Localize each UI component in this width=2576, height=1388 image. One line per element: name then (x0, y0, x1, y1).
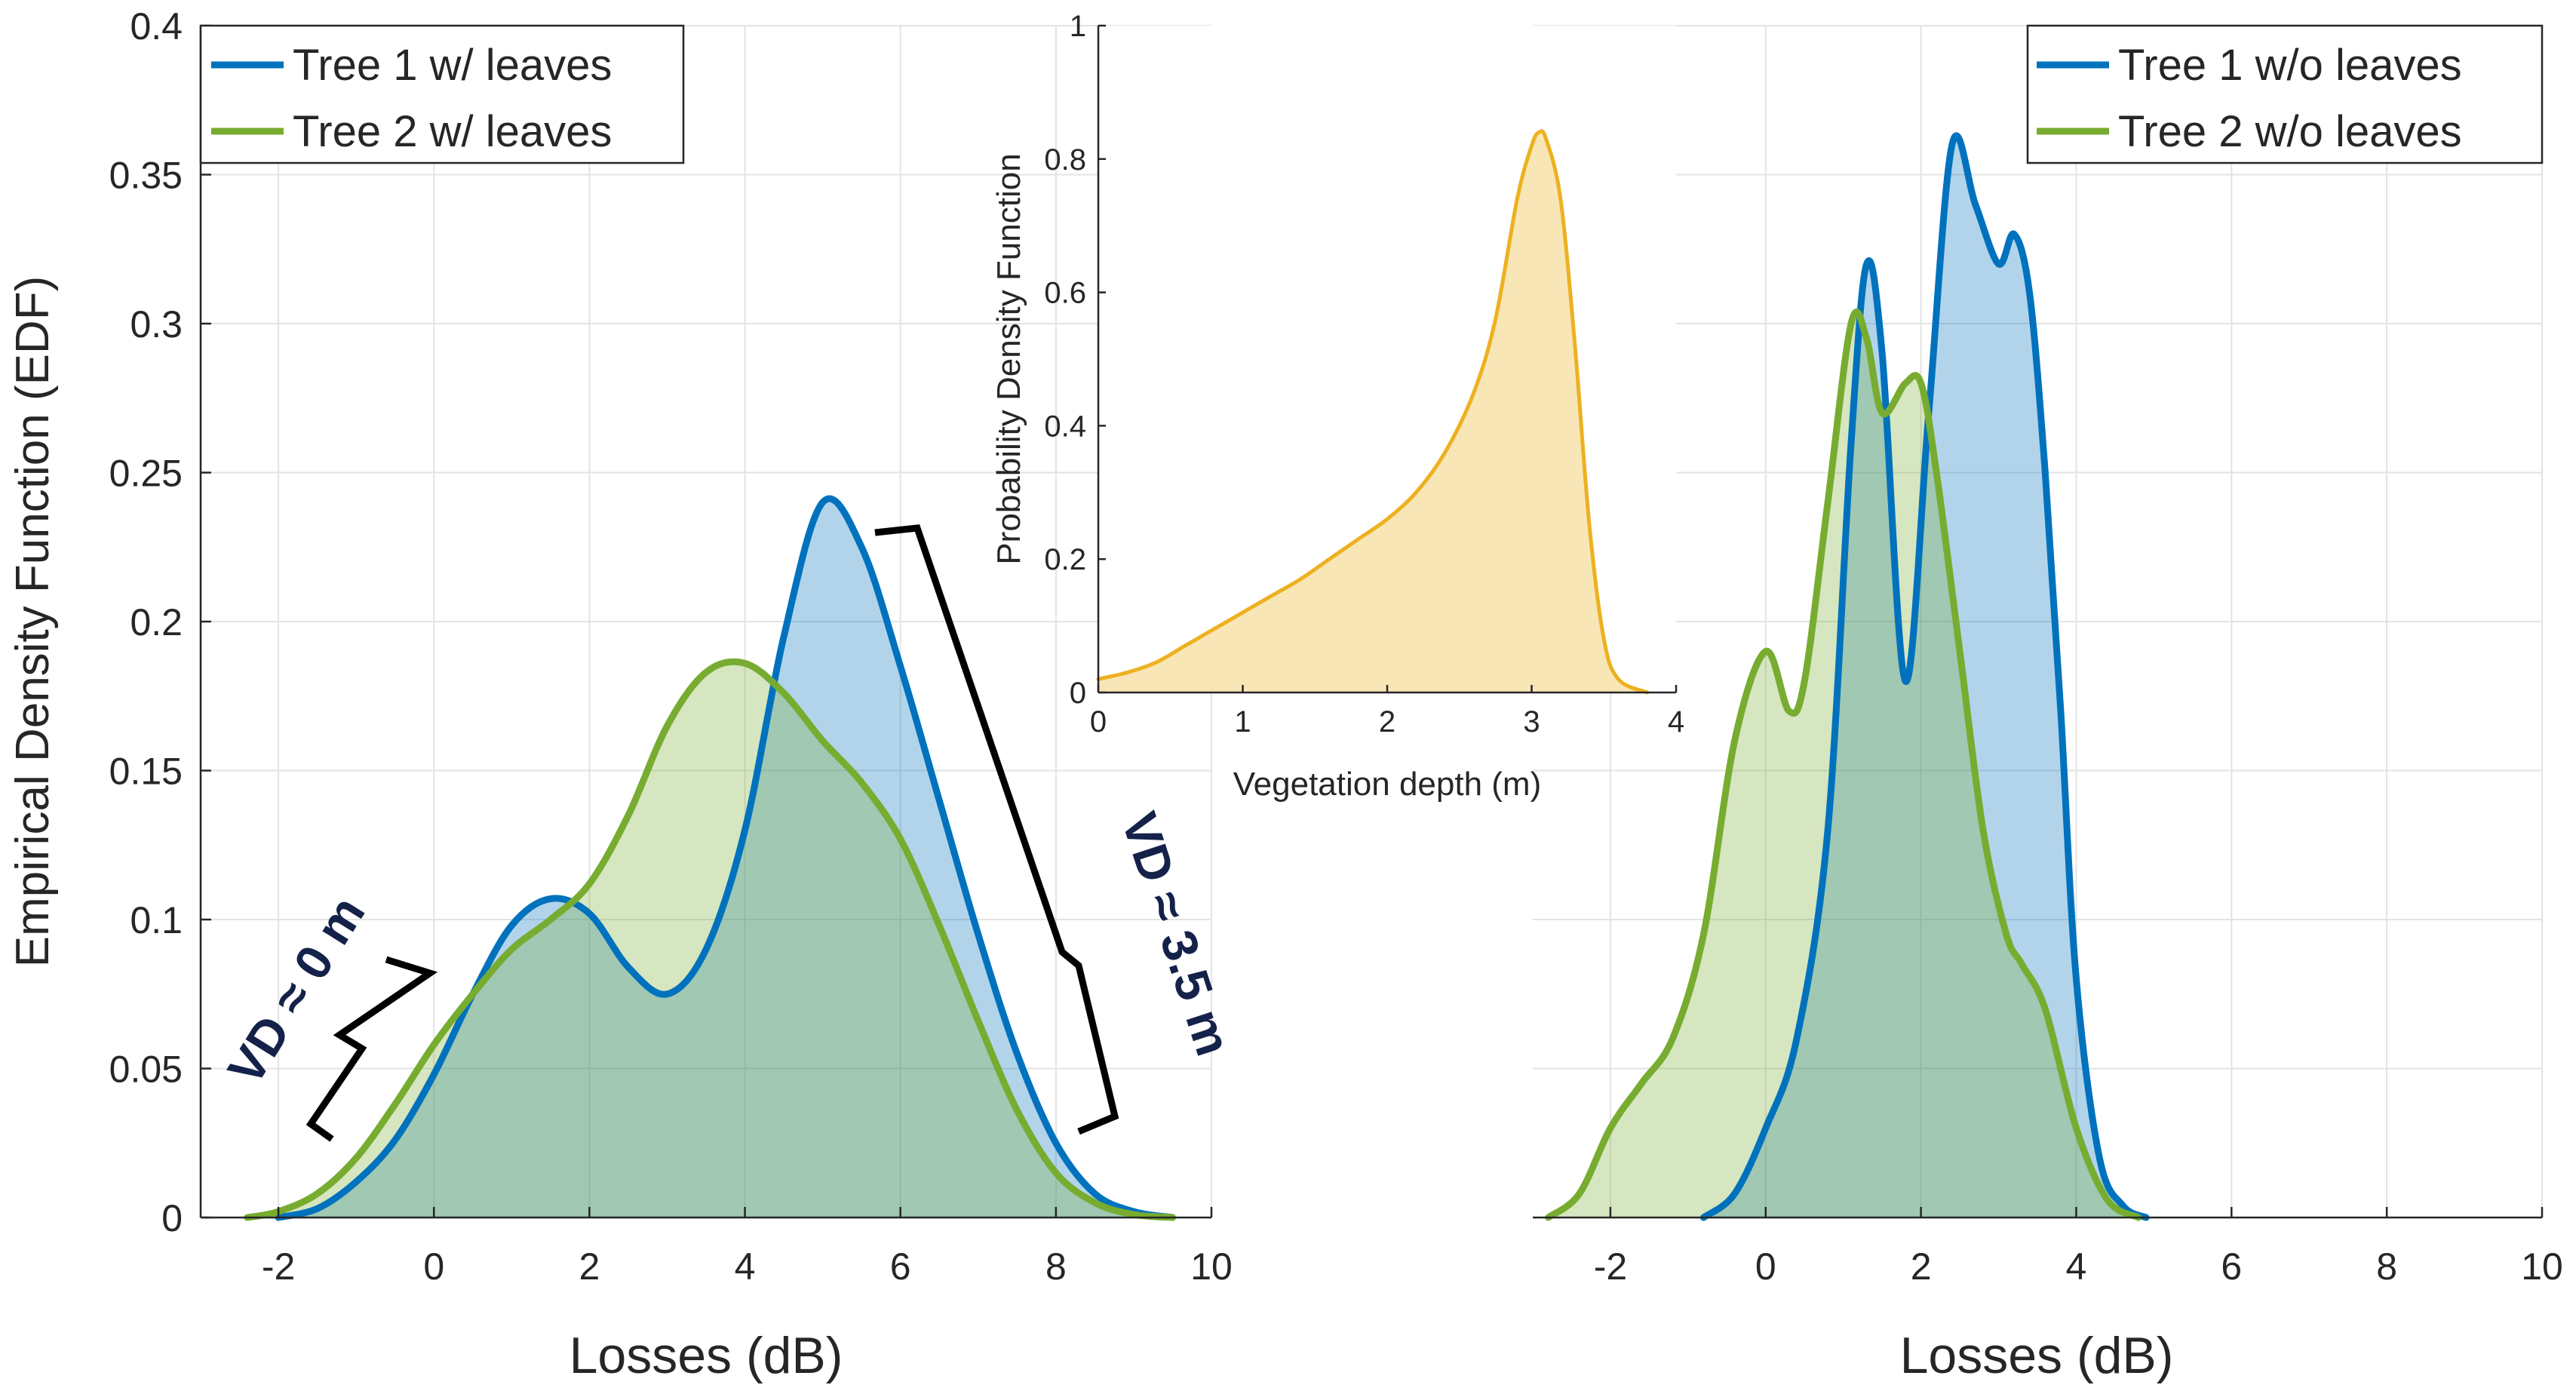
left-series-group (244, 495, 1176, 1221)
inset-x-axis-label: Vegetation depth (m) (1233, 766, 1541, 803)
inset-x-ticks: 0 1 2 3 4 (1090, 685, 1684, 739)
inset-y-axis-label: Probability Density Function (990, 153, 1027, 564)
inset-y-ticks: 0 0.2 0.4 0.6 0.8 1 (1044, 10, 1106, 710)
inset-xtick-label: 2 (1379, 705, 1395, 739)
left-x-axis-label: Losses (dB) (570, 1327, 843, 1384)
right-xtick-label: 8 (2376, 1245, 2397, 1288)
left-ytick-label: 0.35 (109, 155, 183, 197)
inset-ytick-label: 0.8 (1044, 143, 1086, 177)
left-ytick-label: 0.1 (130, 899, 183, 941)
left-gridlines (201, 25, 1212, 1218)
right-area-series-2 (1548, 312, 2138, 1218)
legend-label-tree1-leaves: Tree 1 w/ leaves (293, 41, 612, 90)
right-chart: -2 0 2 4 6 8 10 Losses (dB) Tree 1 w/o leaves … (1533, 24, 2563, 1384)
vd-3-5-annotation: VD ≈ 3.5 m (1111, 806, 1242, 1062)
inset-background (1098, 26, 1676, 692)
right-xtick-label: 10 (2521, 1245, 2563, 1288)
vd-0-bracket (305, 956, 438, 1142)
left-xtick-label: 8 (1045, 1245, 1067, 1288)
right-x-axis-label: Losses (dB) (1900, 1327, 2174, 1384)
right-xtick-label: 4 (2066, 1245, 2087, 1288)
inset-ytick-label: 0 (1070, 677, 1086, 710)
left-y-ticks: 0 0.05 0.1 0.15 0.2 0.25 0.3 0.35 0.4 (109, 5, 211, 1239)
left-ytick-label: 0.05 (109, 1049, 183, 1091)
inset-xtick-label: 3 (1523, 705, 1540, 739)
inset-ytick-label: 0.4 (1044, 410, 1086, 443)
right-series-group (1545, 132, 2150, 1221)
legend-label-tree2-leaves: Tree 2 w/ leaves (293, 107, 612, 156)
left-xtick-label: 10 (1190, 1245, 1233, 1288)
inset-ytick-label: 1 (1070, 10, 1086, 43)
inset-ytick-label: 0.2 (1044, 543, 1086, 576)
legend-label-tree2-noleaves: Tree 2 w/o leaves (2118, 107, 2462, 156)
inset-xtick-label: 4 (1668, 705, 1684, 739)
right-line-series-2 (1545, 309, 2142, 1221)
left-xtick-label: 6 (890, 1245, 911, 1288)
inset-series-group (1096, 129, 1650, 695)
left-xtick-label: 0 (423, 1245, 444, 1288)
left-ytick-label: 0.25 (109, 453, 183, 495)
left-x-ticks: -2 0 2 4 6 8 10 (262, 1207, 1233, 1288)
inset-chart: 0 1 2 3 4 0 0.2 0.4 0.6 0.8 1 Vegetation depth (m… (990, 10, 1684, 803)
left-area-series-1 (278, 499, 1173, 1218)
right-xtick-label: 0 (1755, 1245, 1776, 1288)
right-legend-box (2026, 24, 2544, 164)
vd-3-5-bracket (874, 524, 1119, 1135)
left-chart: -2 0 2 4 6 8 10 00.050.10.150.20.250.30.350.4 … (7, 5, 1242, 1384)
left-legend: Tree 1 w/ leaves Tree 2 w/ leaves (199, 24, 685, 164)
right-line-series-1 (1699, 132, 2150, 1221)
left-xtick-label: 4 (735, 1245, 756, 1288)
left-legend-box (199, 24, 685, 164)
inset-ytick-label: 0.6 (1044, 277, 1086, 310)
left-ytick-label: 0.15 (109, 751, 183, 793)
right-legend: Tree 1 w/o leaves Tree 2 w/o leaves (2026, 24, 2544, 164)
left-ytick-label: 0 (161, 1197, 183, 1239)
inset-area-series-1 (1098, 131, 1647, 692)
inset-xtick-label: 1 (1234, 705, 1251, 739)
right-xtick-label: -2 (1594, 1245, 1627, 1288)
left-xtick-label: -2 (262, 1245, 295, 1288)
left-line-series-2 (244, 658, 1176, 1221)
right-x-ticks: -2 0 2 4 6 8 10 (1594, 1207, 2563, 1288)
left-ytick-label: 0.4 (130, 5, 183, 48)
left-y-axis-label: Empirical Density Function (EDF) (7, 276, 59, 967)
left-xtick-label: 2 (579, 1245, 600, 1288)
legend-label-tree1-noleaves: Tree 1 w/o leaves (2118, 41, 2462, 90)
right-xtick-label: 6 (2221, 1245, 2242, 1288)
left-ytick-label: 0.2 (130, 601, 183, 643)
inset-line-series-1 (1096, 129, 1650, 695)
left-line-series-1 (275, 495, 1176, 1221)
right-xtick-label: 2 (1911, 1245, 1932, 1288)
inset-xtick-label: 0 (1090, 705, 1107, 739)
left-ytick-label: 0.3 (130, 303, 183, 345)
